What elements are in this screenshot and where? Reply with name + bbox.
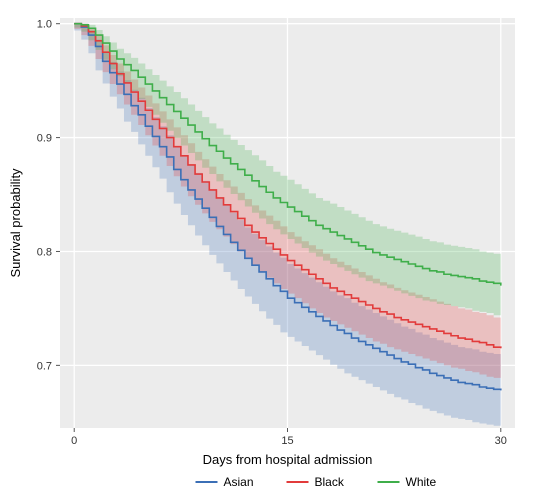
x-axis-title: Days from hospital admission [203, 452, 373, 467]
legend-label-black: Black [315, 475, 345, 489]
xtick-label: 30 [495, 435, 507, 447]
ytick-label: 0.9 [37, 133, 52, 145]
legend: Asian Black White [196, 475, 437, 489]
legend-label-white: White [406, 475, 437, 489]
chart-container: 0 15 30 0.7 0.8 0.9 1.0 Days from hospital admi… [0, 0, 534, 500]
ytick-label: 1.0 [37, 19, 52, 31]
xtick-label: 15 [281, 435, 293, 447]
y-axis-title: Survival probability [8, 168, 23, 278]
survival-chart-svg: 0 15 30 0.7 0.8 0.9 1.0 Days from hospital admi… [0, 0, 534, 500]
ytick-label: 0.8 [37, 246, 52, 258]
legend-label-asian: Asian [224, 475, 254, 489]
ytick-label: 0.7 [37, 360, 52, 372]
xtick-label: 0 [71, 435, 77, 447]
